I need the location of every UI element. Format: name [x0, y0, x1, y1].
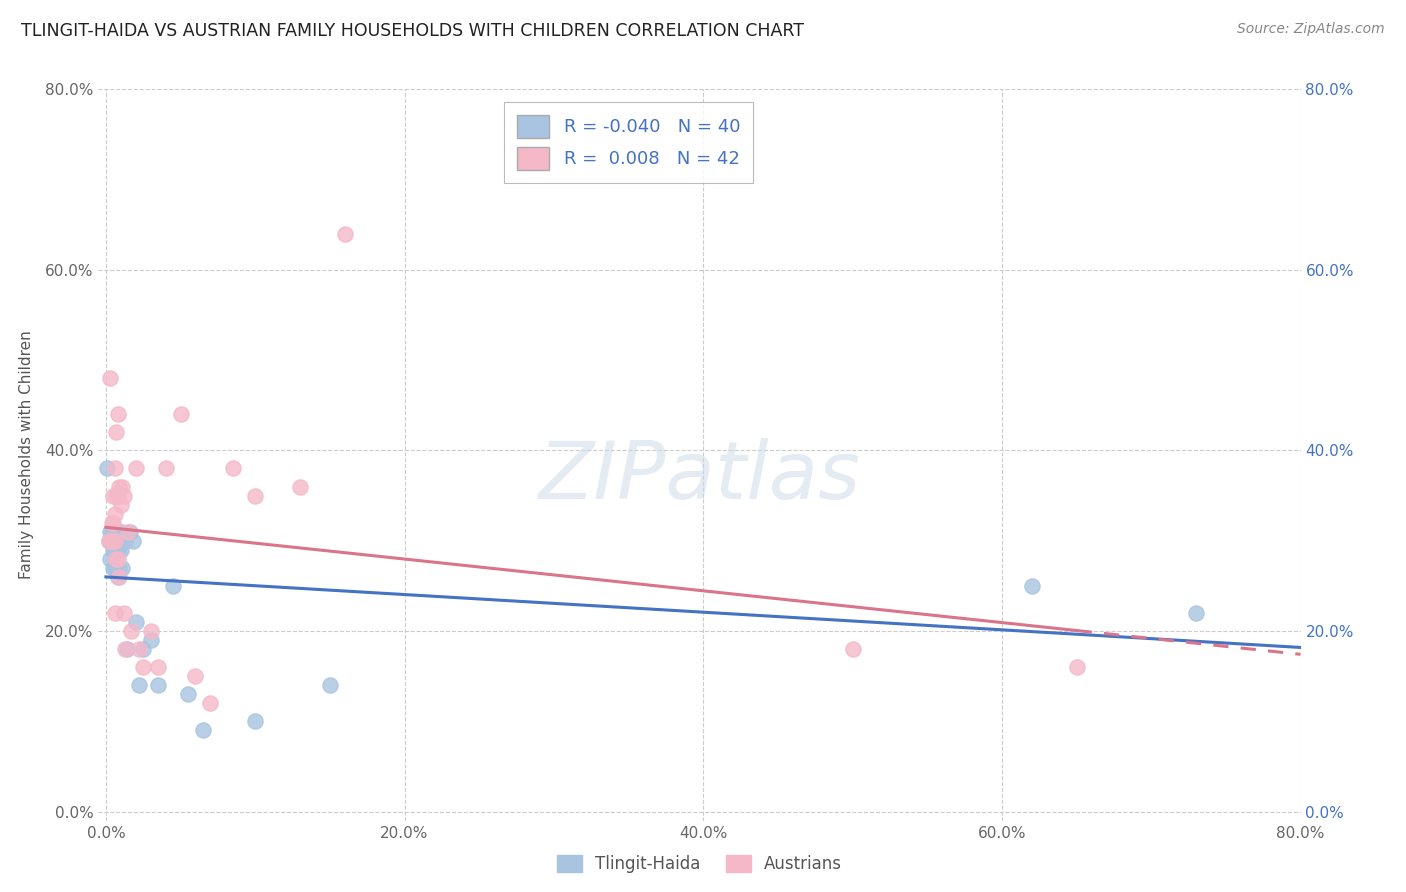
- Point: [112, 489, 135, 503]
- Point: [103, 516, 125, 530]
- Point: [98, 524, 121, 539]
- Legend: Tlingit-Haida, Austrians: Tlingit-Haida, Austrians: [548, 847, 851, 882]
- Point: [169, 407, 191, 421]
- Point: [108, 570, 131, 584]
- Point: [162, 579, 184, 593]
- Point: [132, 660, 155, 674]
- Point: [103, 542, 125, 557]
- Text: ZIPatlas: ZIPatlas: [538, 438, 860, 516]
- Point: [105, 489, 128, 503]
- Point: [110, 533, 132, 548]
- Text: TLINGIT-HAIDA VS AUSTRIAN FAMILY HOUSEHOLDS WITH CHILDREN CORRELATION CHART: TLINGIT-HAIDA VS AUSTRIAN FAMILY HOUSEHO…: [21, 22, 804, 40]
- Point: [139, 633, 162, 648]
- Point: [107, 533, 129, 548]
- Point: [107, 542, 129, 557]
- Point: [104, 533, 127, 548]
- Point: [1066, 660, 1088, 674]
- Point: [333, 227, 356, 241]
- Point: [107, 407, 129, 421]
- Point: [146, 678, 169, 692]
- Point: [104, 606, 127, 620]
- Point: [117, 524, 139, 539]
- Point: [125, 461, 148, 475]
- Point: [107, 570, 129, 584]
- Point: [107, 551, 129, 566]
- Point: [128, 642, 150, 657]
- Point: [184, 669, 207, 683]
- Point: [1185, 606, 1208, 620]
- Point: [108, 533, 131, 548]
- Point: [319, 678, 342, 692]
- Point: [146, 660, 169, 674]
- Point: [115, 642, 138, 657]
- Point: [105, 524, 128, 539]
- Point: [155, 461, 177, 475]
- Point: [125, 615, 148, 629]
- Point: [112, 606, 135, 620]
- Point: [105, 551, 128, 566]
- Point: [111, 524, 134, 539]
- Point: [105, 561, 128, 575]
- Point: [841, 642, 863, 657]
- Point: [222, 461, 245, 475]
- Point: [114, 533, 136, 548]
- Point: [96, 461, 118, 475]
- Point: [103, 561, 125, 575]
- Point: [110, 498, 132, 512]
- Point: [104, 533, 127, 548]
- Point: [118, 524, 141, 539]
- Point: [110, 542, 132, 557]
- Point: [104, 461, 127, 475]
- Point: [98, 371, 121, 385]
- Point: [103, 533, 125, 548]
- Point: [1021, 579, 1043, 593]
- Point: [111, 561, 134, 575]
- Point: [101, 524, 124, 539]
- Point: [128, 678, 150, 692]
- Point: [111, 479, 134, 493]
- Point: [108, 561, 131, 575]
- Point: [107, 489, 129, 503]
- Point: [101, 533, 124, 548]
- Point: [105, 542, 128, 557]
- Point: [98, 533, 121, 548]
- Point: [103, 489, 125, 503]
- Point: [139, 624, 162, 638]
- Text: Source: ZipAtlas.com: Source: ZipAtlas.com: [1237, 22, 1385, 37]
- Point: [245, 714, 267, 729]
- Point: [108, 479, 131, 493]
- Point: [120, 624, 142, 638]
- Point: [97, 533, 120, 548]
- Point: [191, 723, 214, 738]
- Point: [103, 533, 125, 548]
- Point: [104, 561, 127, 575]
- Point: [98, 551, 121, 566]
- Point: [121, 533, 143, 548]
- Point: [200, 696, 222, 710]
- Point: [97, 533, 120, 548]
- Point: [177, 687, 200, 701]
- Point: [132, 642, 155, 657]
- Point: [104, 507, 127, 521]
- Point: [114, 642, 136, 657]
- Point: [288, 479, 311, 493]
- Point: [101, 533, 124, 548]
- Point: [104, 542, 127, 557]
- Y-axis label: Family Households with Children: Family Households with Children: [18, 331, 34, 579]
- Point: [101, 516, 124, 530]
- Point: [245, 489, 267, 503]
- Point: [105, 425, 128, 440]
